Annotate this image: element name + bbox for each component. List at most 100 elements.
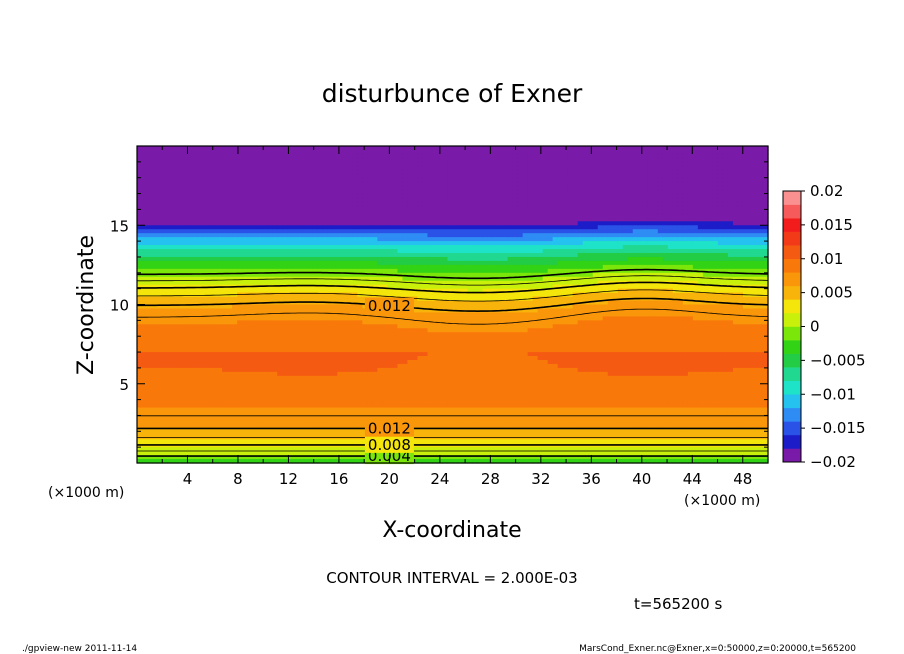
contour-fill-cell	[207, 241, 213, 246]
contour-fill-cell	[432, 264, 439, 270]
contour-fill-cell	[352, 209, 358, 214]
contour-fill-cell	[297, 177, 303, 183]
contour-fill-cell	[257, 272, 263, 278]
contour-fill-cell	[422, 423, 429, 428]
contour-fill-cell	[427, 209, 434, 214]
contour-fill-cell	[232, 363, 238, 369]
contour-fill-cell	[432, 249, 439, 254]
contour-fill-cell	[402, 288, 409, 294]
contour-fill-cell	[317, 399, 323, 405]
contour-fill-cell	[332, 264, 338, 270]
contour-fill-cell	[212, 344, 218, 349]
contour-fill-cell	[317, 403, 323, 409]
contour-fill-cell	[382, 352, 388, 357]
contour-fill-cell	[167, 288, 173, 294]
contour-fill-cell	[412, 241, 419, 246]
contour-fill-cell	[447, 284, 454, 290]
contour-fill-cell	[337, 383, 343, 389]
contour-fill-cell	[247, 169, 253, 175]
contour-fill-cell	[177, 403, 183, 409]
contour-fill-cell	[242, 348, 248, 353]
contour-fill-cell	[297, 371, 303, 377]
contour-fill-cell	[427, 352, 434, 357]
contour-fill-cell	[322, 407, 328, 413]
contour-fill-cell	[357, 197, 363, 203]
contour-fill-cell	[347, 249, 353, 254]
contour-fill-cell	[347, 181, 353, 187]
contour-fill-cell	[257, 352, 263, 357]
contour-fill-cell	[327, 304, 333, 310]
contour-fill-cell	[302, 431, 308, 436]
contour-fill-cell	[177, 312, 183, 317]
contour-fill-cell	[437, 225, 444, 230]
contour-fill-cell	[322, 249, 328, 254]
contour-fill-cell	[157, 229, 163, 234]
contour-fill-cell	[177, 221, 183, 226]
contour-fill-cell	[257, 344, 263, 349]
contour-fill-cell	[207, 427, 213, 432]
contour-fill-cell	[367, 177, 373, 183]
contour-fill-cell	[267, 237, 273, 242]
contour-fill-cell	[177, 213, 183, 218]
contour-fill-cell	[277, 391, 283, 397]
contour-fill-cell	[272, 352, 278, 357]
contour-fill-cell	[237, 439, 243, 444]
contour-fill-cell	[442, 146, 449, 151]
contour-fill-cell	[417, 308, 424, 314]
contour-fill-cell	[327, 308, 333, 314]
contour-fill-cell	[182, 340, 188, 345]
contour-fill-cell	[262, 344, 268, 349]
contour-fill-cell	[207, 296, 213, 302]
contour-fill-cell	[142, 379, 148, 385]
contour-fill-cell	[212, 415, 218, 421]
contour-fill-cell	[307, 173, 313, 179]
contour-fill-cell	[417, 249, 424, 254]
contour-fill-cell	[377, 229, 383, 234]
contour-fill-cell	[232, 328, 238, 333]
contour-fill-cell	[172, 272, 178, 278]
contour-fill-cell	[202, 455, 208, 460]
contour-fill-cell	[332, 237, 338, 242]
contour-fill-cell	[347, 177, 353, 183]
contour-fill-cell	[417, 423, 424, 428]
contour-fill-cell	[277, 237, 283, 242]
contour-fill-cell	[287, 375, 293, 381]
contour-fill-cell	[437, 332, 444, 337]
contour-fill-cell	[367, 359, 373, 365]
contour-fill-cell	[422, 237, 429, 242]
contour-fill-cell	[207, 308, 213, 314]
contour-fill-cell	[257, 252, 263, 258]
contour-fill-cell	[312, 431, 318, 436]
contour-fill-cell	[137, 268, 143, 274]
contour-fill-cell	[177, 268, 183, 274]
contour-fill-cell	[217, 415, 223, 421]
contour-fill-cell	[227, 336, 233, 341]
contour-fill-cell	[427, 459, 434, 464]
contour-fill-cell	[187, 169, 193, 175]
contour-fill-cell	[137, 387, 143, 393]
contour-fill-cell	[207, 252, 213, 258]
contour-fill-cell	[332, 379, 338, 385]
contour-fill-cell	[287, 451, 293, 456]
contour-fill-cell	[302, 324, 308, 329]
contour-fill-cell	[377, 356, 383, 361]
contour-fill-cell	[192, 304, 198, 310]
contour-fill-cell	[287, 149, 293, 155]
contour-fill-cell	[267, 252, 273, 258]
contour-fill-cell	[422, 149, 429, 155]
contour-fill-cell	[287, 407, 293, 413]
contour-fill-cell	[422, 447, 429, 452]
contour-fill-cell	[342, 217, 348, 222]
contour-fill-cell	[402, 371, 409, 377]
contour-fill-cell	[227, 237, 233, 242]
contour-fill-cell	[187, 189, 193, 195]
contour-fill-cell	[437, 173, 444, 179]
contour-fill-cell	[167, 459, 173, 464]
contour-fill-cell	[252, 328, 258, 333]
contour-fill-cell	[442, 217, 449, 222]
contour-fill-cell	[197, 260, 203, 266]
contour-fill-cell	[282, 161, 288, 167]
contour-fill-cell	[402, 391, 409, 397]
contour-fill-cell	[372, 340, 378, 345]
contour-fill-cell	[427, 189, 434, 195]
